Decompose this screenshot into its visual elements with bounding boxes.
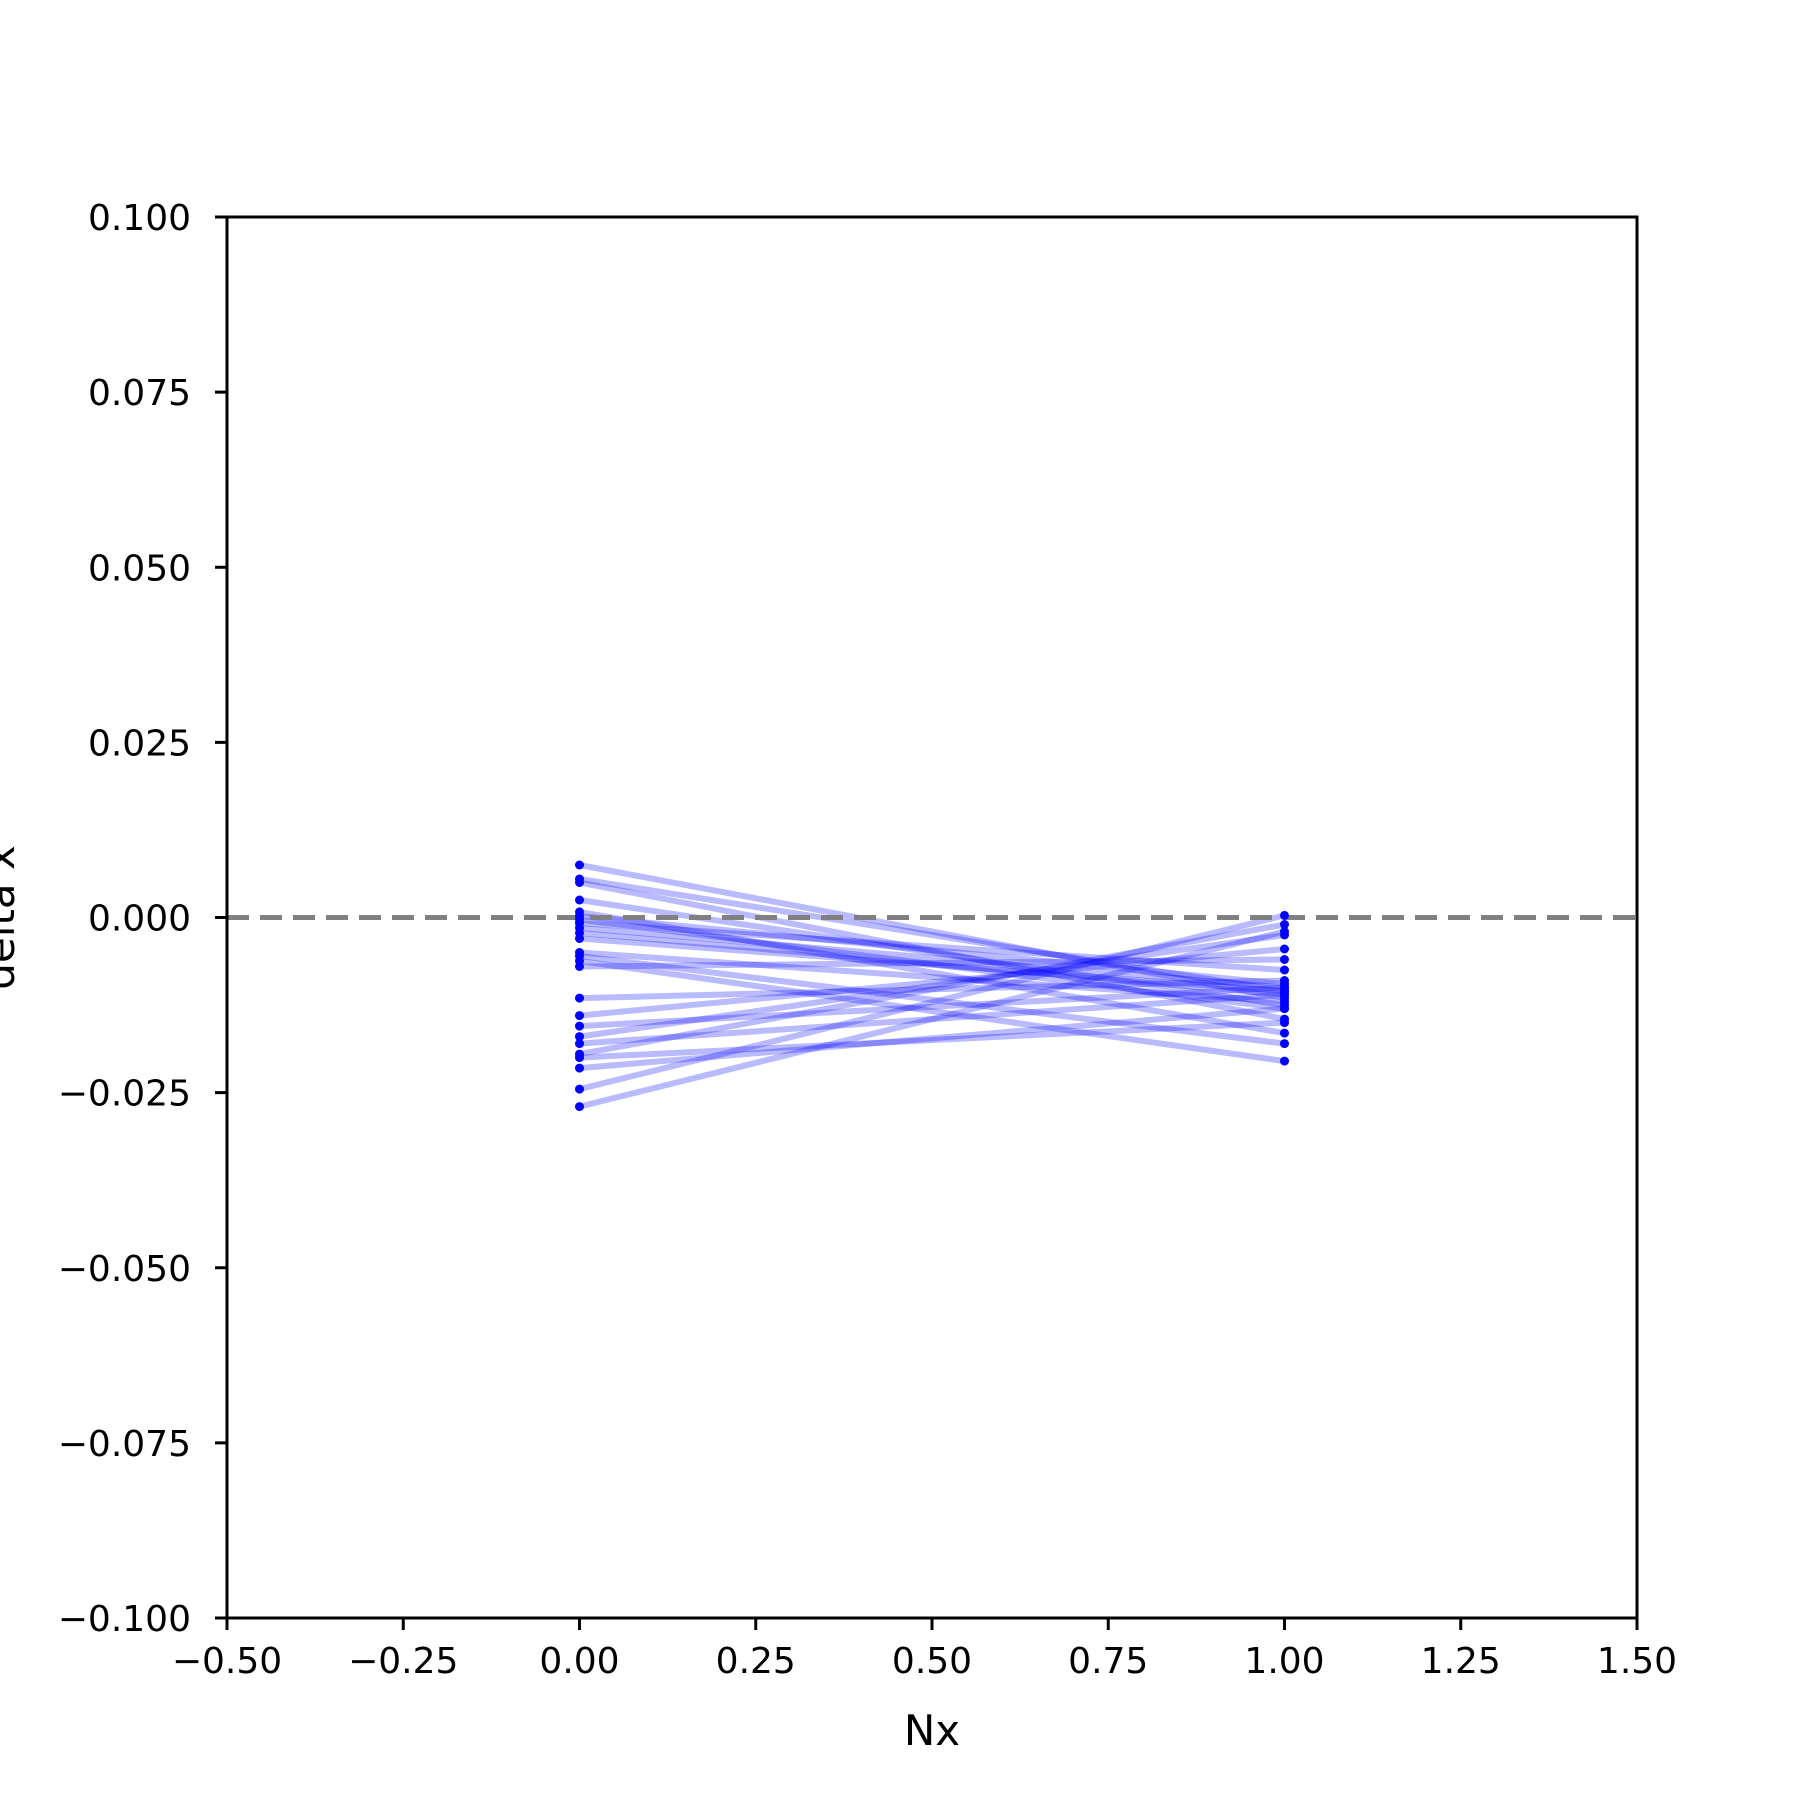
series-18-point-2 <box>1280 983 1289 992</box>
y-tick-label: 0.075 <box>88 373 191 414</box>
series-20-point-1 <box>575 1039 584 1049</box>
y-tick-label: −0.025 <box>58 1074 191 1115</box>
series-layer <box>578 862 1286 1110</box>
series-21-point-2 <box>1280 920 1289 929</box>
y-tick-label: 0.050 <box>88 548 191 589</box>
series-25-point-2 <box>1280 927 1289 936</box>
x-tick-label: 0.25 <box>716 1641 796 1682</box>
y-axis-ticks: −0.100 −0.075 −0.050 −0.025 0.000 0.025 0.050 0… <box>58 198 227 1640</box>
series-24-point-2 <box>1280 910 1289 920</box>
series-line-8 <box>579 920 1285 973</box>
series-20-point-2 <box>1280 990 1289 1000</box>
series-line-5 <box>578 908 1286 1037</box>
series-line-14 <box>579 957 1285 1065</box>
x-tick-label: 1.00 <box>1244 1641 1324 1682</box>
series-18-point-1 <box>575 1021 584 1031</box>
x-axis-label: Nx <box>904 1706 960 1755</box>
y-tick-label: 0.025 <box>88 723 191 764</box>
series-1-point-1 <box>575 860 584 870</box>
y-tick-label: −0.050 <box>58 1249 191 1290</box>
series-22-point-1 <box>575 1053 584 1063</box>
series-5-point-2 <box>1280 1028 1289 1038</box>
series-14-point-2 <box>1280 1056 1289 1066</box>
series-8-point-2 <box>1280 965 1289 975</box>
series-line-2 <box>579 876 1285 995</box>
series-13-point-2 <box>1280 1039 1289 1049</box>
series-4-point-1 <box>575 895 584 905</box>
y-tick-label: 0.100 <box>88 198 191 239</box>
points-layer <box>575 860 1289 1112</box>
series-line-13 <box>579 953 1285 1047</box>
x-tick-label: −0.25 <box>348 1641 458 1682</box>
series-line-19 <box>579 932 1285 1040</box>
series-line-24 <box>578 912 1286 1093</box>
series-line-25 <box>578 928 1286 1110</box>
x-tick-label: 0.75 <box>1068 1641 1148 1682</box>
series-3-point-1 <box>575 878 584 887</box>
series-16-point-1 <box>575 993 584 1003</box>
series-15-point-2 <box>1280 955 1289 964</box>
y-tick-label: −0.100 <box>58 1599 191 1640</box>
series-line-9 <box>579 925 1285 991</box>
series-line-22 <box>579 1019 1285 1061</box>
series-11-point-1 <box>575 934 584 943</box>
series-line-17 <box>579 946 1285 1019</box>
series-15-point-1 <box>575 962 584 971</box>
series-line-11 <box>579 935 1285 995</box>
x-tick-label: −0.50 <box>172 1641 282 1682</box>
series-17-point-1 <box>575 1011 584 1021</box>
series-12-point-2 <box>1280 997 1289 1007</box>
series-22-point-2 <box>1280 1018 1289 1028</box>
series-19-point-1 <box>575 1032 584 1042</box>
series-25-point-1 <box>575 1102 584 1112</box>
y-tick-label: −0.075 <box>58 1424 191 1465</box>
series-line-6 <box>579 913 1285 987</box>
series-line-18 <box>579 984 1285 1030</box>
series-line-21 <box>578 921 1286 1058</box>
series-23-point-1 <box>575 1063 584 1073</box>
x-axis-ticks: −0.50 −0.25 0.00 0.25 0.50 0.75 1.00 1.25 1.50 <box>172 1618 1677 1682</box>
x-tick-label: 0.00 <box>539 1641 619 1682</box>
series-17-point-2 <box>1280 944 1289 954</box>
series-line-1 <box>578 862 1286 1002</box>
series-line-23 <box>579 1005 1285 1072</box>
series-line-15 <box>579 956 1285 970</box>
y-axis-label: delta x <box>0 845 24 990</box>
series-24-point-1 <box>575 1084 584 1094</box>
series-line-7 <box>579 916 1285 1012</box>
series-23-point-2 <box>1280 1004 1289 1014</box>
series-line-10 <box>579 929 1285 998</box>
series-line-20 <box>579 991 1285 1047</box>
x-tick-label: 1.50 <box>1597 1641 1677 1682</box>
x-tick-label: 0.50 <box>892 1641 972 1682</box>
series-line-12 <box>579 949 1285 1005</box>
series-line-16 <box>579 977 1285 1002</box>
x-tick-label: 1.25 <box>1421 1641 1501 1682</box>
series-line-3 <box>578 879 1286 1023</box>
series-16-point-2 <box>1280 976 1289 985</box>
y-tick-label: 0.000 <box>88 899 191 940</box>
